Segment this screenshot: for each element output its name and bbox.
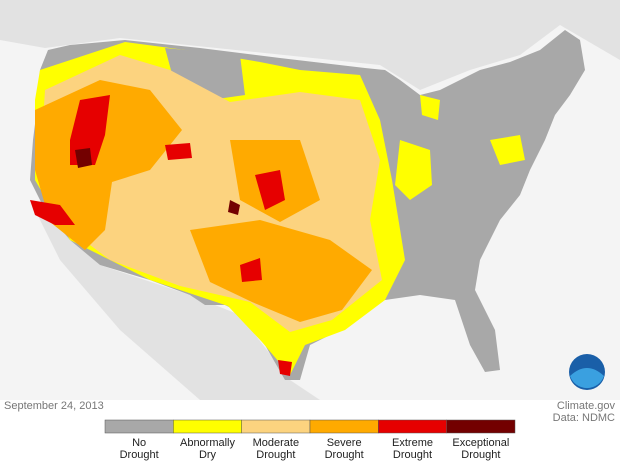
- mexico: [30, 200, 320, 400]
- legend: [104, 419, 516, 434]
- legend-swatch: [241, 419, 311, 434]
- legend-swatch: [173, 419, 242, 434]
- credit-source: Climate.gov: [556, 400, 615, 412]
- legend-label: Exceptional Drought: [452, 437, 510, 461]
- credit-data: Data: NDMC: [552, 412, 615, 424]
- legend-label: Severe Drought: [324, 437, 364, 461]
- abnormally-dry-east: [395, 95, 525, 200]
- legend-label: No Drought: [119, 437, 159, 461]
- legend-label: Moderate Drought: [252, 437, 300, 461]
- legend-swatch: [446, 419, 516, 434]
- severe-drought-west: [35, 80, 182, 250]
- noaa-logo-wave: [570, 368, 604, 389]
- legend-swatch: [378, 419, 447, 434]
- date: September 24, 2013: [4, 400, 104, 412]
- legend-label: Abnormally Dry: [179, 437, 236, 461]
- legend-swatch: [104, 419, 174, 434]
- severe-drought-plains: [190, 140, 372, 322]
- drought-map: [0, 0, 620, 400]
- legend-swatch: [309, 419, 379, 434]
- legend-label: Extreme Drought: [392, 437, 433, 461]
- canada: [0, 0, 620, 90]
